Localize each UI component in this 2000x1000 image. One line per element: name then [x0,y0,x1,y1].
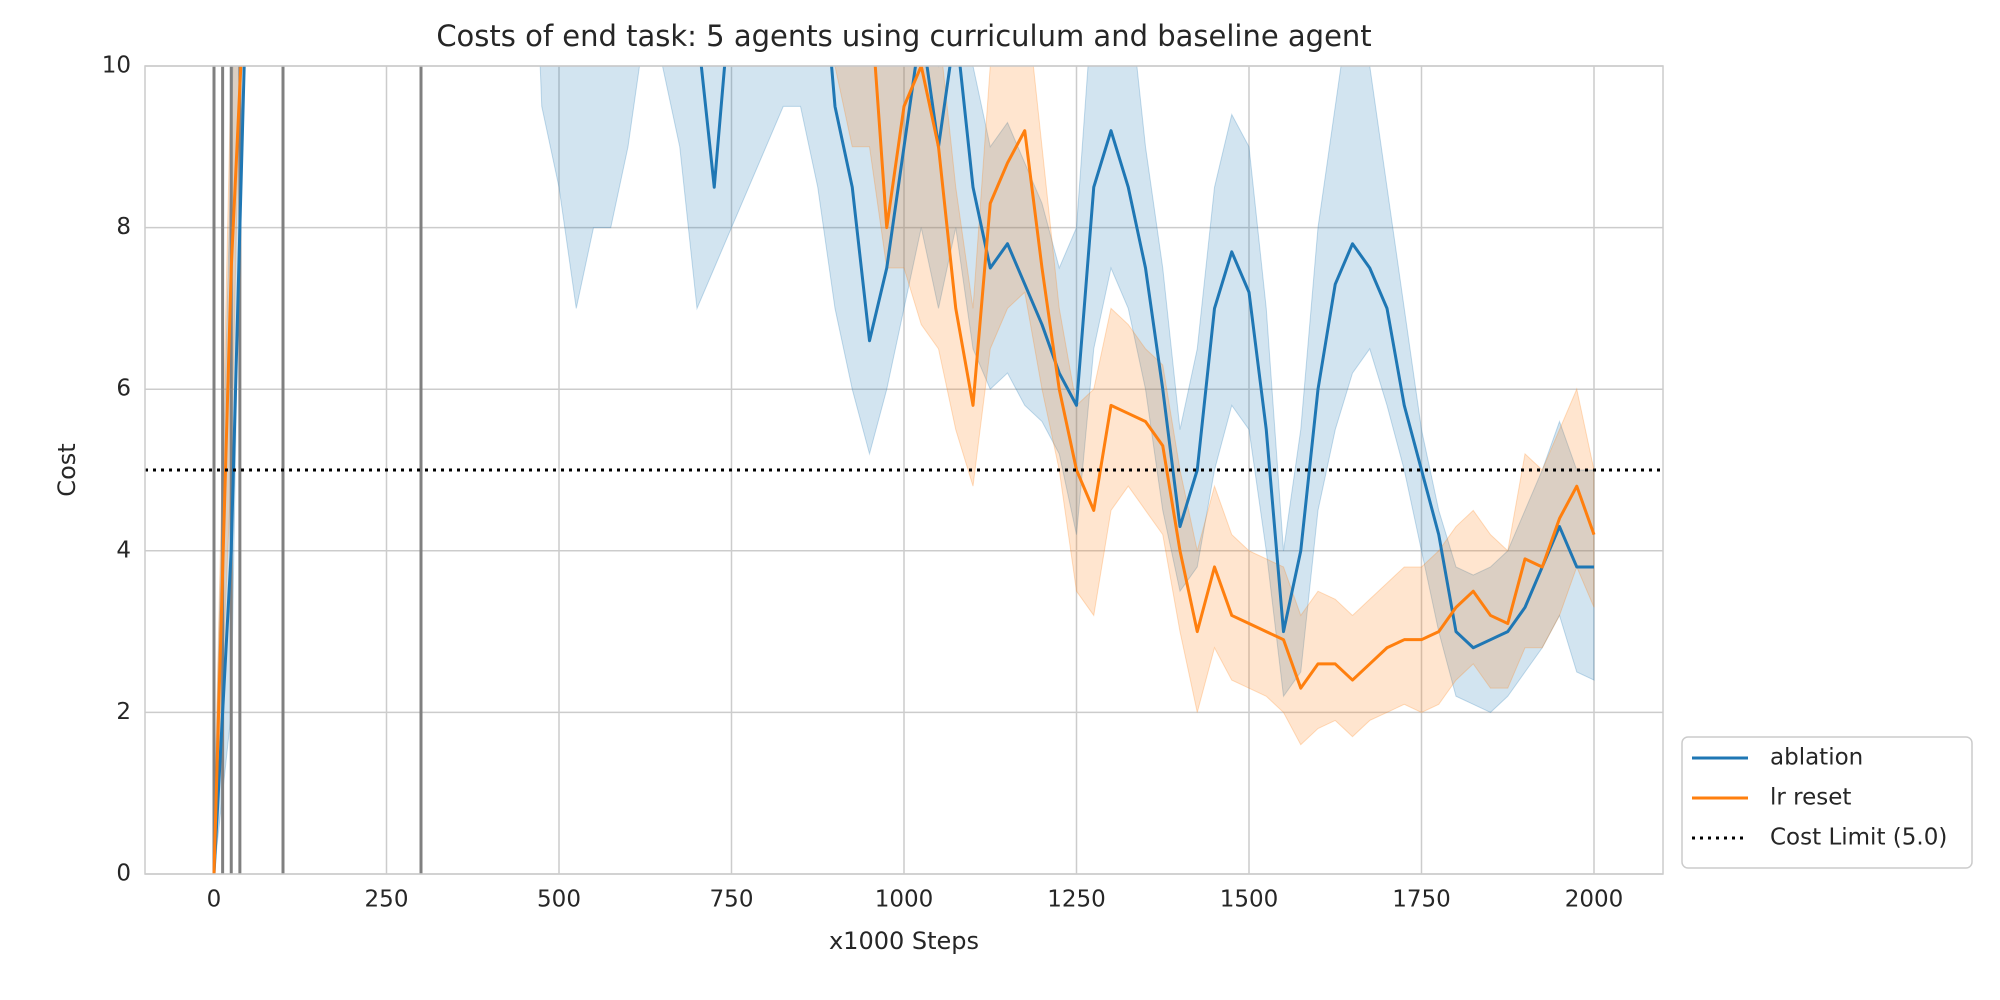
legend-box [1681,736,1973,869]
x-tick-label: 1250 [1047,887,1106,913]
plot-frame [144,65,1664,875]
x-tick-label: 2000 [1565,887,1624,913]
series-line [212,66,1596,874]
legend: ablation lr reset Cost Limit (5.0) [1681,736,1973,869]
legend-label: lr reset [1770,785,1851,811]
plot-area [145,66,1663,874]
x-axis-label: x1000 Steps [829,927,979,955]
x-tick-label: 750 [710,887,754,913]
confidence-band [213,66,1595,874]
legend-label: ablation [1770,745,1863,771]
y-tick-label: 8 [116,214,131,240]
y-axis-label: Cost [53,443,81,496]
confidence-band [213,66,1595,874]
y-tick-label: 2 [116,699,131,725]
y-tick-label: 6 [116,376,131,402]
x-tick-label: 1500 [1220,887,1279,913]
y-tick-label: 0 [116,861,131,887]
x-tick-label: 250 [365,887,409,913]
y-tick-label: 4 [116,537,131,563]
x-tick-label: 0 [207,887,222,913]
y-tick-label: 10 [102,53,131,79]
x-tick-label: 1750 [1392,887,1451,913]
x-tick-label: 500 [537,887,581,913]
series-line [212,66,1594,874]
legend-label: Cost Limit (5.0) [1770,825,1947,851]
x-tick-label: 1000 [875,887,934,913]
chart-title: Costs of end task: 5 agents using curric… [436,19,1371,53]
